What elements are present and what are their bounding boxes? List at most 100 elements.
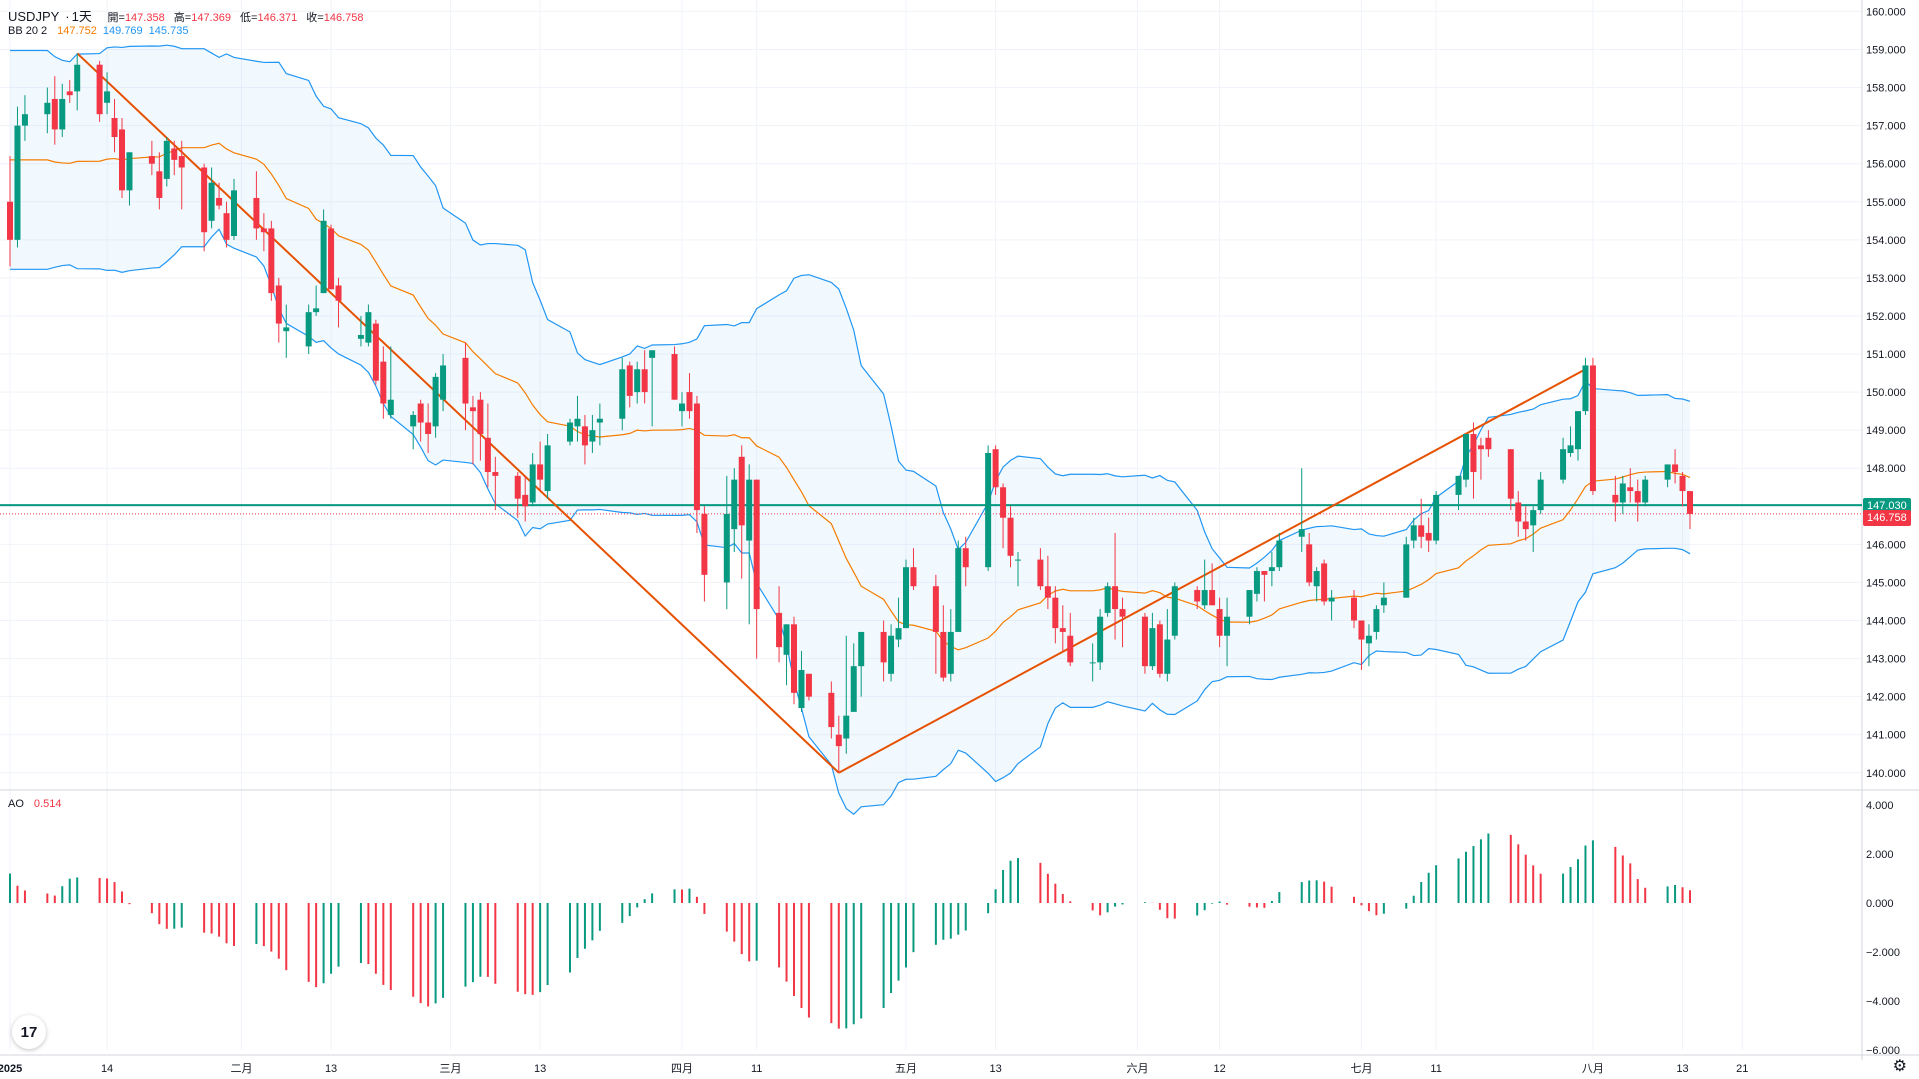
candle-body [1463, 433, 1469, 480]
candle-body [858, 631, 865, 667]
symbol-name[interactable]: USDJPY [8, 9, 60, 24]
candle-body [1373, 609, 1380, 632]
candle-body [1261, 571, 1268, 575]
candle-body [514, 475, 521, 499]
x-tick-label: 三月 [440, 1063, 462, 1075]
candle-body [1141, 616, 1148, 667]
candle-body [985, 453, 992, 568]
high-label: 高= [173, 12, 192, 24]
candle-body [1470, 433, 1477, 473]
interval-name[interactable]: 1天 [71, 9, 92, 24]
bb-fill [10, 45, 1690, 815]
ao-tick-label: −4.000 [1866, 996, 1900, 1008]
x-tick-label: 11 [751, 1063, 762, 1075]
candle-body [305, 312, 312, 347]
candle-body [477, 399, 484, 434]
candle-body [1119, 609, 1126, 617]
candle-body [462, 357, 469, 404]
candle-body [111, 118, 118, 138]
ao-tick-label: −2.000 [1866, 947, 1900, 959]
candle-body [1627, 487, 1634, 492]
bb-upper-value: 149.769 [102, 25, 143, 37]
candle-body [1664, 464, 1671, 480]
candle-body [1276, 540, 1283, 568]
candle-body [1507, 449, 1514, 499]
ao-value: 0.514 [33, 798, 62, 810]
tradingview-logo-icon[interactable]: 17 [12, 1015, 46, 1049]
candle-body [641, 369, 648, 393]
candle-body [1672, 464, 1679, 473]
y-tick-label: 149.000 [1866, 425, 1906, 437]
y-tick-label: 144.000 [1866, 616, 1906, 628]
close-value: 146.758 [323, 12, 364, 24]
candle-body [798, 669, 805, 709]
candle-body [104, 91, 111, 103]
candle-body [1321, 563, 1328, 602]
candle-body [1298, 529, 1305, 537]
legend-bb[interactable]: BB 20 2 147.752 149.769 145.735 [8, 25, 194, 37]
ao-name: AO [8, 798, 24, 810]
x-tick-label: 2025 [0, 1063, 22, 1075]
candle-body [1149, 628, 1156, 667]
candle-body [955, 548, 962, 632]
candle-body [1530, 510, 1537, 526]
x-tick-label: 13 [325, 1063, 337, 1075]
candle-body [791, 624, 797, 693]
candle-body [1097, 616, 1104, 663]
candle-body [686, 392, 693, 412]
x-tick-label: 二月 [230, 1063, 252, 1075]
bb-name: BB 20 2 [8, 25, 48, 37]
candle-body [1112, 586, 1119, 610]
candle-body [783, 624, 790, 655]
y-tick-label: 153.000 [1866, 273, 1906, 285]
candle-body [850, 666, 857, 712]
candle-body [223, 213, 230, 240]
candle-body [992, 449, 999, 488]
candle-body [1328, 597, 1335, 602]
candle-body [1522, 521, 1529, 530]
candle-body [357, 334, 364, 339]
candle-body [962, 548, 969, 568]
x-tick-label: 13 [989, 1063, 1001, 1075]
legend-main: USDJPY · 1天 開=147.358 高=147.369 低=146.371 … [8, 6, 376, 25]
candle-body [1485, 437, 1492, 450]
candle-body [679, 403, 685, 412]
ao-tick-label: 0.000 [1866, 898, 1894, 910]
candle-body [738, 456, 745, 526]
ao-tick-label: −6.000 [1866, 1045, 1900, 1057]
gear-icon[interactable]: ⚙ [1892, 1058, 1907, 1075]
candle-body [1410, 525, 1417, 541]
legend-ao[interactable]: AO 0.514 [8, 798, 67, 810]
y-tick-label: 150.000 [1866, 387, 1906, 399]
candle-body [596, 418, 603, 423]
candle-body [522, 494, 529, 507]
candle-body [1358, 620, 1365, 640]
candle-body [96, 64, 103, 115]
candle-body [126, 152, 133, 191]
x-tick-label: 六月 [1126, 1062, 1148, 1075]
x-tick-label: 四月 [671, 1063, 693, 1075]
candle-body [731, 479, 738, 530]
x-tick-label: 14 [101, 1063, 113, 1075]
bb-lower-value: 145.735 [148, 25, 189, 37]
candle-body [231, 190, 237, 237]
candle-body [484, 437, 491, 473]
x-tick-label: 七月 [1350, 1062, 1372, 1075]
candle-body [537, 464, 544, 480]
candle-body [940, 631, 947, 678]
candle-body [440, 365, 447, 400]
candle-body [1351, 597, 1357, 621]
low-value: 146.371 [257, 12, 298, 24]
y-tick-label: 154.000 [1866, 235, 1906, 247]
candle-body [1253, 571, 1260, 594]
candle-body [1418, 525, 1425, 537]
candle-body [208, 182, 215, 221]
candle-body [1365, 635, 1372, 644]
candle-body [1246, 590, 1253, 617]
candle-body [888, 635, 895, 674]
y-tick-label: 146.000 [1866, 539, 1906, 551]
candle-body [1089, 662, 1096, 664]
y-tick-label: 157.000 [1866, 121, 1906, 133]
candle-body [283, 327, 290, 332]
